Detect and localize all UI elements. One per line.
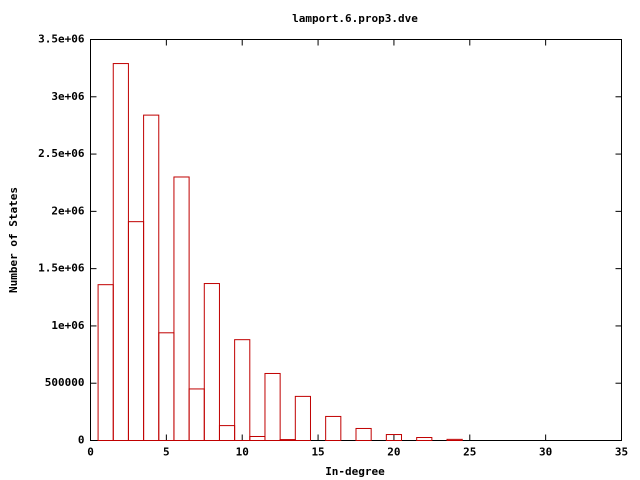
x-tick-label: 25	[463, 446, 476, 459]
y-tick-label: 1e+06	[51, 319, 84, 332]
y-tick-label: 2e+06	[51, 204, 84, 217]
y-axis-label: Number of States	[7, 187, 20, 293]
x-tick-label: 35	[615, 446, 628, 459]
y-tick-label: 3.5e+06	[38, 33, 85, 46]
bar	[264, 372, 281, 441]
chart-title: lamport.6.prop3.dve	[292, 12, 418, 25]
y-tick-label: 3e+06	[51, 90, 84, 103]
bar	[325, 415, 342, 442]
bar	[446, 438, 463, 441]
y-tick-label: 2.5e+06	[38, 147, 85, 160]
y-tick-label: 0	[78, 434, 85, 447]
bar	[416, 437, 433, 442]
bar	[385, 434, 403, 442]
bar	[173, 176, 190, 441]
bar	[203, 283, 220, 441]
bar	[143, 114, 160, 441]
bar	[234, 339, 251, 442]
x-tick-label: 0	[87, 446, 94, 459]
x-tick-label: 10	[236, 446, 249, 459]
x-tick-label: 5	[163, 446, 170, 459]
x-tick-label: 30	[539, 446, 552, 459]
x-tick-label: 20	[387, 446, 400, 459]
bar	[294, 395, 311, 442]
bar	[355, 427, 372, 442]
x-tick-label: 15	[311, 446, 324, 459]
y-tick-label: 500000	[45, 376, 85, 389]
x-axis-label: In-degree	[325, 465, 385, 478]
bar	[279, 439, 296, 442]
y-tick-label: 1.5e+06	[38, 262, 85, 275]
